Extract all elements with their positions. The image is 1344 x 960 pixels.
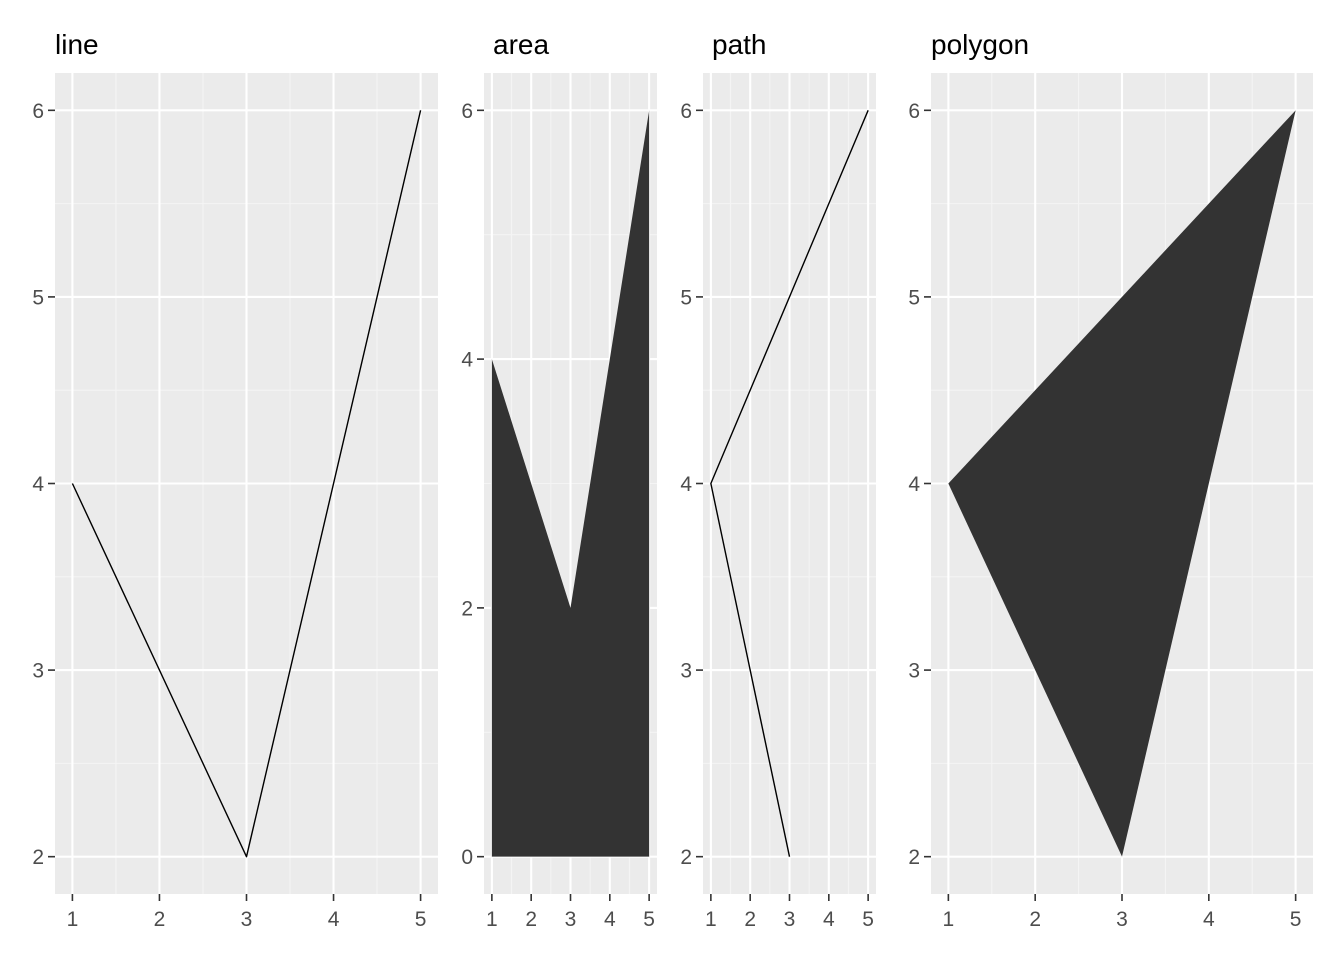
y-tick-label: 4 [461,349,473,372]
x-tick-label: 4 [604,908,616,931]
x-tick-label: 5 [643,908,655,931]
y-tick-label: 3 [32,660,44,683]
y-tick-label: 6 [32,100,44,123]
y-tick-label: 2 [908,846,920,869]
x-tick-label: 4 [823,908,835,931]
x-tick-label: 4 [1203,908,1215,931]
x-tick-label: 2 [154,908,166,931]
x-tick-label: 2 [744,908,756,931]
y-tick-label: 4 [908,473,920,496]
x-tick-label: 4 [328,908,340,931]
x-tick-label: 1 [943,908,955,931]
x-tick-label: 1 [67,908,79,931]
x-tick-label: 5 [415,908,427,931]
y-tick-label: 6 [908,100,920,123]
panel-title-polygon: polygon [931,29,1029,60]
x-tick-label: 2 [525,908,537,931]
x-tick-label: 3 [1116,908,1128,931]
y-tick-label: 2 [32,846,44,869]
y-tick-label: 4 [32,473,44,496]
x-tick-label: 5 [862,908,874,931]
panel-title-area: area [493,29,549,60]
panel-area: area 1 2 3 4 5 0 2 4 6 [461,29,657,931]
y-tick-label: 3 [680,660,692,683]
x-tick-label: 1 [486,908,498,931]
panel-polygon: polygon 1 2 3 4 5 2 3 4 5 6 [908,29,1313,931]
x-tick-label: 5 [1290,908,1302,931]
y-tick-label: 5 [908,286,920,309]
y-tick-label: 2 [461,597,473,620]
y-tick-label: 0 [461,846,473,869]
y-tick-label: 6 [680,100,692,123]
series-line [71,110,422,858]
panel-line: line 1 2 3 4 5 2 3 4 5 6 [32,29,438,931]
y-tick-label: 3 [908,660,920,683]
x-tick-label: 3 [241,908,253,931]
panel-title-path: path [712,29,767,60]
y-tick-label: 6 [461,100,473,123]
y-tick-label: 4 [680,473,692,496]
series-area [491,110,650,857]
y-tick-label: 2 [680,846,692,869]
x-tick-label: 3 [784,908,796,931]
panel-title-line: line [55,29,99,60]
panel-path: path 1 2 3 4 5 2 3 4 5 6 [680,29,876,931]
y-tick-label: 5 [32,286,44,309]
x-tick-label: 2 [1029,908,1041,931]
x-tick-label: 3 [565,908,577,931]
series-polygon [948,110,1296,857]
x-tick-label: 1 [705,908,717,931]
y-tick-label: 5 [680,286,692,309]
series-path [710,110,869,857]
